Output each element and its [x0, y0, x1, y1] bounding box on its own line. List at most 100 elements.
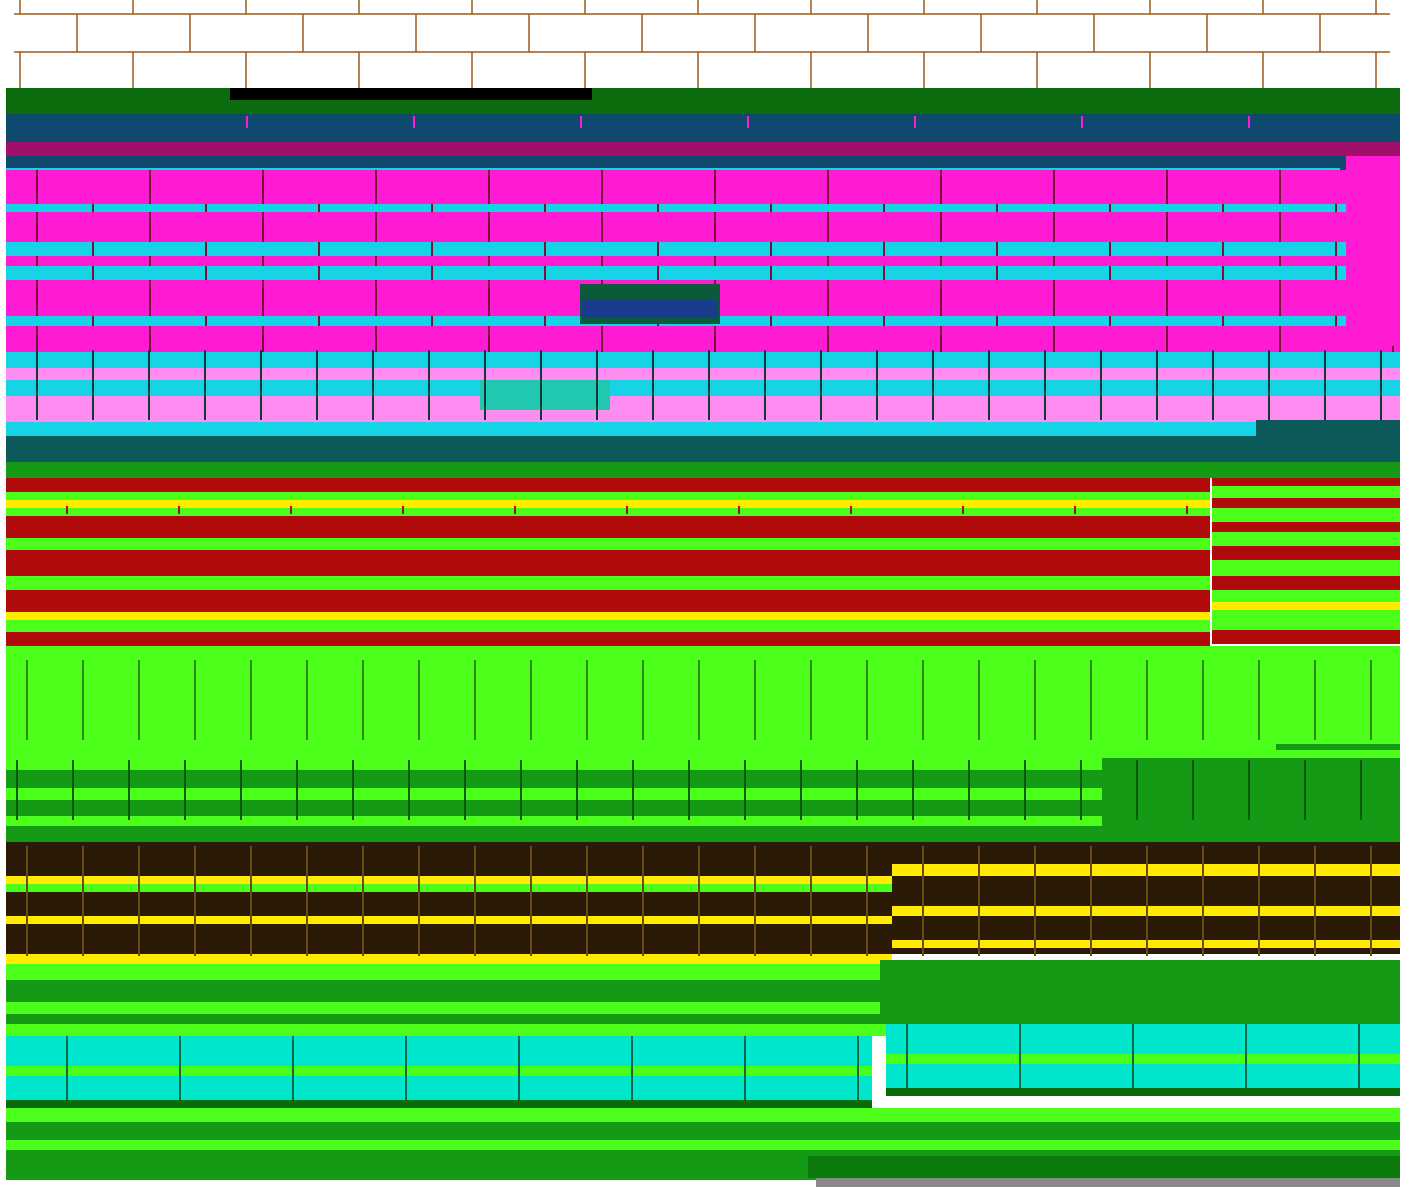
glitch-tick	[714, 326, 716, 352]
glitch-band	[6, 156, 1400, 170]
glitch-tick	[1335, 204, 1337, 212]
glitch-tick	[138, 660, 140, 740]
glitch-tick	[179, 1036, 181, 1100]
glitch-tick	[149, 170, 151, 204]
glitch-band	[6, 788, 1400, 800]
glitch-band	[6, 242, 1400, 256]
glitch-tick	[1109, 242, 1111, 256]
glitch-tick	[1279, 170, 1281, 204]
glitch-tick	[262, 326, 264, 352]
glitch-tick	[827, 170, 829, 204]
glitch-tick	[1279, 280, 1281, 316]
glitch-tick	[996, 316, 998, 326]
glitch-tick	[544, 266, 546, 280]
glitch-band	[6, 88, 1400, 116]
glitch-tick	[1360, 760, 1362, 820]
glitch-band	[6, 1122, 1400, 1140]
glitch-tick	[431, 316, 433, 326]
glitch-tick	[922, 846, 924, 956]
glitch-band	[6, 516, 1210, 538]
glitch-tick	[978, 660, 980, 740]
glitch-band	[886, 1088, 1400, 1096]
glitch-block-icon	[480, 380, 610, 410]
glitch-tick	[820, 350, 822, 420]
glitch-tick	[827, 212, 829, 242]
glitch-tick	[1335, 316, 1337, 326]
glitch-tick	[66, 506, 68, 514]
glitch-tick	[178, 506, 180, 514]
glitch-tick	[744, 760, 746, 820]
glitch-band	[6, 142, 1400, 156]
glitch-tick	[250, 846, 252, 956]
glitch-tick	[850, 506, 852, 514]
glitch-band	[1346, 156, 1400, 346]
glitch-band	[1212, 610, 1400, 630]
glitch-tick	[1222, 204, 1224, 212]
glitch-band	[6, 1066, 872, 1076]
glitch-band	[6, 758, 1400, 770]
glitch-band	[1212, 486, 1400, 498]
glitch-band	[1212, 532, 1400, 546]
glitch-band	[6, 770, 1400, 788]
glitch-tick	[1314, 660, 1316, 740]
glitch-tick	[318, 266, 320, 280]
glitch-tick	[754, 660, 756, 740]
glitch-tick	[770, 204, 772, 212]
glitch-band	[1212, 522, 1400, 532]
glitch-band	[6, 212, 1400, 242]
glitch-tick	[1324, 350, 1326, 420]
glitch-tick	[747, 116, 749, 128]
glitch-band	[6, 462, 1400, 478]
glitch-band	[6, 352, 1400, 368]
glitch-tick	[1258, 846, 1260, 956]
glitch-tick	[652, 350, 654, 420]
glitch-tick	[1019, 1024, 1021, 1088]
glitch-tick	[883, 204, 885, 212]
glitch-tick	[431, 242, 433, 256]
glitch-tick	[1279, 256, 1281, 266]
glitch-tick	[418, 660, 420, 740]
glitch-tick	[744, 1036, 746, 1100]
glitch-tick	[296, 760, 298, 820]
glitch-tick	[318, 204, 320, 212]
glitch-tick	[290, 506, 292, 514]
glitch-tick	[431, 204, 433, 212]
glitch-tick	[148, 350, 150, 420]
glitch-tick	[205, 204, 207, 212]
glitch-tick	[488, 280, 490, 316]
glitch-band	[6, 892, 892, 916]
glitch-tick	[488, 170, 490, 204]
glitch-tick	[1268, 350, 1270, 420]
glitch-tick	[856, 760, 858, 820]
glitch-tick	[601, 326, 603, 352]
glitch-tick	[464, 760, 466, 820]
glitch-band	[6, 620, 1210, 632]
glitch-tick	[810, 846, 812, 956]
glitch-tick	[714, 170, 716, 204]
glitch-tick	[1132, 1024, 1134, 1088]
glitch-tick	[431, 266, 433, 280]
glitch-band	[6, 1014, 1400, 1024]
glitch-tick	[866, 660, 868, 740]
glitch-tick	[1053, 212, 1055, 242]
glitch-tick	[1100, 350, 1102, 420]
glitch-tick	[375, 170, 377, 204]
glitch-band	[1212, 630, 1400, 644]
glitch-tick	[631, 1036, 633, 1100]
glitch-tick	[1202, 846, 1204, 956]
glitch-tick	[36, 326, 38, 352]
glitch-tick	[1166, 212, 1168, 242]
glitch-tick	[1044, 350, 1046, 420]
glitch-band	[6, 538, 1210, 550]
glitch-band	[1212, 546, 1400, 560]
glitch-band	[6, 612, 1210, 620]
glitch-tick	[402, 506, 404, 514]
glitch-band	[6, 396, 1400, 422]
glitch-band	[6, 916, 892, 924]
glitch-tick	[240, 760, 242, 820]
glitch-band	[6, 368, 1400, 382]
glitch-tick	[883, 316, 885, 326]
glitch-tick	[292, 1036, 294, 1100]
glitch-tick	[1335, 242, 1337, 256]
glitch-tick	[418, 846, 420, 956]
